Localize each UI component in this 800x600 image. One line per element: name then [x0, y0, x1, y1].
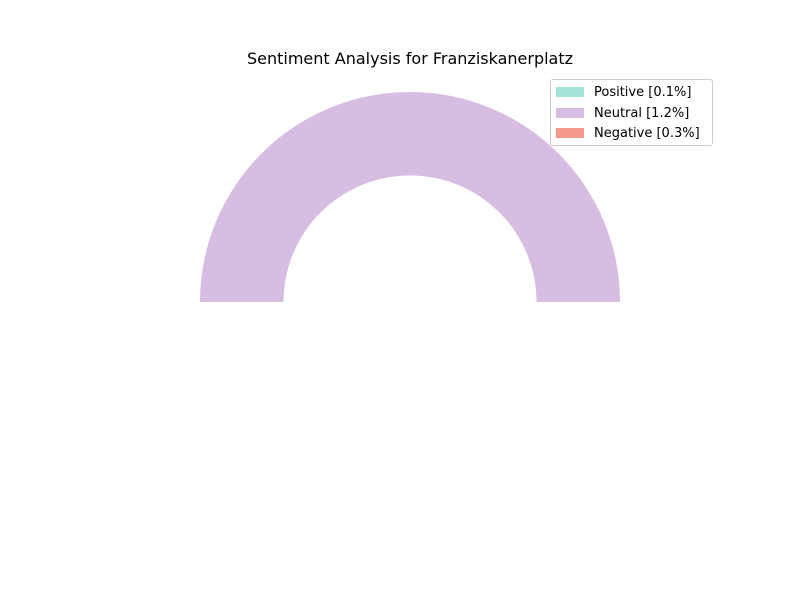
slice-neutral: [200, 92, 620, 302]
legend-swatch-neutral: [556, 108, 584, 118]
donut-slices: [200, 92, 620, 302]
legend-label-negative: Negative [0.3%]: [594, 125, 700, 141]
legend: Positive [0.1%] Neutral [1.2%] Negative …: [550, 79, 713, 146]
legend-label-neutral: Neutral [1.2%]: [594, 105, 690, 121]
chart-title: Sentiment Analysis for Franziskanerplatz: [247, 49, 573, 68]
legend-item-neutral: Neutral [1.2%]: [556, 104, 689, 122]
legend-item-positive: Positive [0.1%]: [556, 83, 691, 101]
legend-swatch-negative: [556, 128, 584, 138]
legend-item-negative: Negative [0.3%]: [556, 124, 700, 142]
legend-label-positive: Positive [0.1%]: [594, 84, 692, 100]
legend-swatch-positive: [556, 87, 584, 97]
